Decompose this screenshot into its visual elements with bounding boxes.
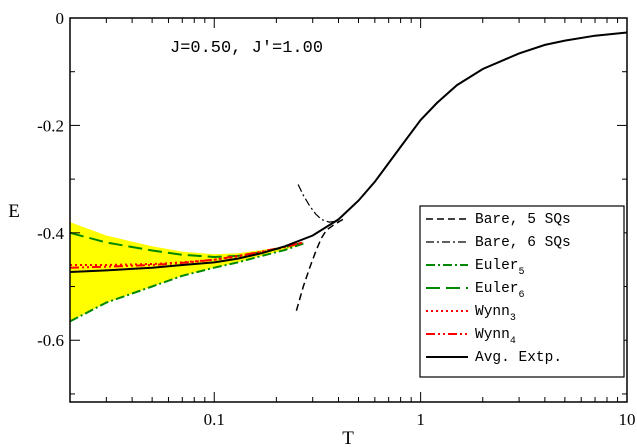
legend: Bare, 5 SQs Bare, 6 SQs Euler5 Euler6 Wynn3 W… xyxy=(419,205,625,378)
series-line-6 xyxy=(70,241,304,269)
legend-label: Euler5 xyxy=(475,258,525,278)
series-line-1 xyxy=(295,218,344,311)
legend-label: Avg. Extp. xyxy=(475,350,562,366)
y-tick-label: -0.4 xyxy=(37,224,64,243)
annotation: J=0.50, J'=1.00 xyxy=(170,39,323,58)
x-tick-label: 0.1 xyxy=(204,410,225,429)
uncertainty-band xyxy=(70,222,304,322)
legend-label: Wynn4 xyxy=(475,327,516,347)
legend-box xyxy=(419,205,625,378)
y-tick-label: 0 xyxy=(56,9,65,28)
series-line-3 xyxy=(70,242,304,323)
series-line-2 xyxy=(297,184,339,223)
legend-label: Euler6 xyxy=(475,281,525,301)
x-axis-title: T xyxy=(342,428,354,447)
x-tick-label: 1 xyxy=(416,410,425,429)
y-axis-title: E xyxy=(8,201,20,222)
legend-label: Wynn3 xyxy=(475,304,516,324)
y-tick-label: -0.2 xyxy=(37,116,64,135)
series-line-7 xyxy=(70,31,627,273)
legend-label: Bare, 5 SQs xyxy=(475,212,571,228)
series-line-5 xyxy=(70,241,304,266)
plot-frame xyxy=(69,17,628,403)
legend-label: Bare, 6 SQs xyxy=(475,235,571,251)
x-tick-label: 10 xyxy=(619,410,636,429)
y-tick-label: -0.6 xyxy=(37,331,64,350)
